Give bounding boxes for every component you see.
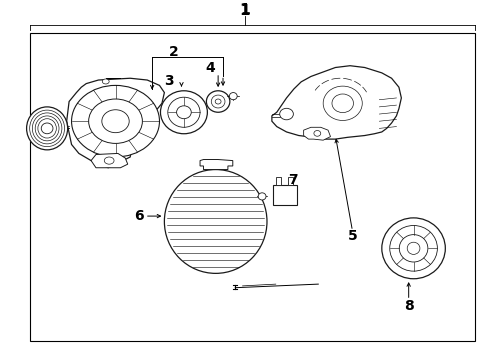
Ellipse shape — [280, 108, 294, 120]
Text: 6: 6 — [134, 209, 143, 223]
Ellipse shape — [314, 131, 321, 136]
Text: 1: 1 — [240, 3, 250, 18]
Text: 5: 5 — [347, 229, 357, 243]
Ellipse shape — [102, 110, 129, 133]
Ellipse shape — [89, 99, 143, 143]
Text: 3: 3 — [165, 74, 174, 88]
Ellipse shape — [164, 170, 267, 273]
Polygon shape — [200, 159, 233, 170]
Bar — [30, 33, 475, 341]
Ellipse shape — [102, 79, 109, 84]
Polygon shape — [91, 153, 128, 168]
Bar — [273, 185, 297, 205]
Polygon shape — [67, 78, 164, 168]
Bar — [288, 177, 293, 185]
Ellipse shape — [407, 242, 420, 255]
Polygon shape — [304, 127, 331, 140]
Ellipse shape — [160, 91, 207, 134]
Ellipse shape — [258, 193, 266, 200]
Text: 1: 1 — [240, 3, 250, 17]
Polygon shape — [272, 66, 401, 139]
Text: 2: 2 — [169, 45, 179, 59]
Ellipse shape — [104, 157, 114, 164]
Ellipse shape — [382, 218, 445, 279]
Text: 7: 7 — [288, 173, 298, 187]
Ellipse shape — [176, 106, 191, 119]
Ellipse shape — [215, 99, 221, 104]
Ellipse shape — [26, 107, 68, 150]
Text: 8: 8 — [404, 298, 414, 312]
Ellipse shape — [206, 91, 230, 112]
Bar — [276, 177, 281, 185]
Ellipse shape — [72, 85, 159, 157]
Ellipse shape — [41, 123, 53, 134]
Text: 4: 4 — [205, 61, 215, 75]
Ellipse shape — [229, 93, 237, 100]
